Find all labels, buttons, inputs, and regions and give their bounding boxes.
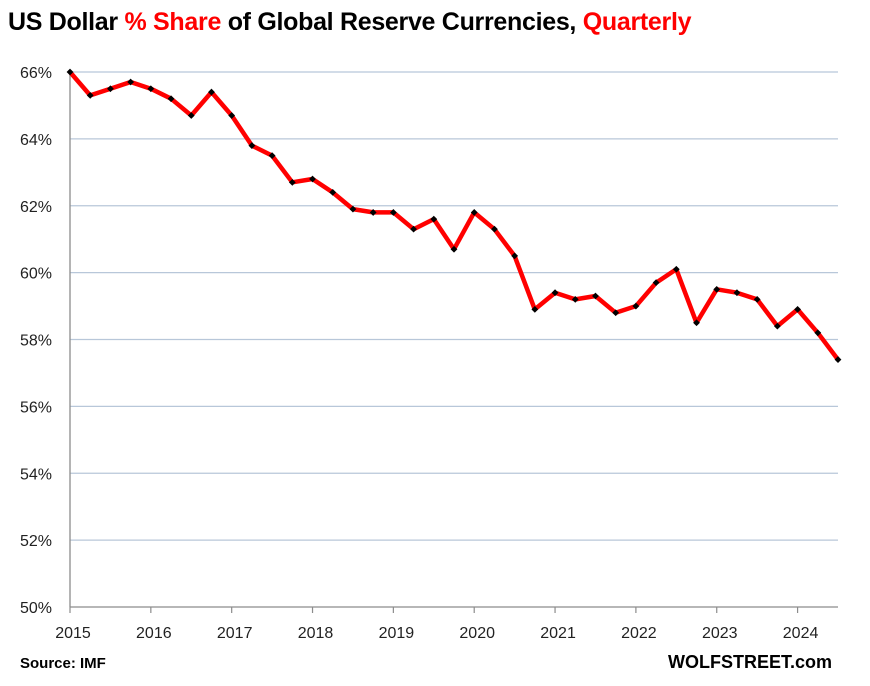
data-point: [187, 112, 195, 119]
data-point: [309, 175, 316, 183]
data-point: [773, 322, 781, 330]
data-point: [107, 85, 114, 93]
data-point: [228, 112, 236, 119]
data-point: [470, 209, 478, 216]
x-tick-label: 2017: [217, 625, 253, 642]
data-point: [632, 302, 640, 310]
y-tick-label: 64%: [20, 132, 52, 149]
data-point: [147, 85, 155, 93]
x-tick-label: 2018: [298, 625, 334, 642]
x-tick-label: 2023: [702, 625, 738, 642]
data-point: [66, 68, 74, 76]
y-tick-label: 52%: [20, 533, 52, 550]
data-point: [430, 215, 438, 223]
y-tick-label: 58%: [20, 333, 52, 350]
data-point: [794, 306, 801, 313]
data-point: [86, 92, 94, 99]
y-tick-label: 50%: [20, 600, 52, 617]
data-point: [369, 209, 377, 216]
y-tick-label: 66%: [20, 65, 52, 82]
x-tick-label: 2024: [783, 625, 819, 642]
data-point: [167, 95, 175, 103]
data-point: [349, 205, 357, 213]
x-tick-label: 2019: [379, 625, 415, 642]
y-tick-label: 56%: [20, 399, 52, 416]
x-tick-label: 2015: [55, 625, 91, 642]
data-point: [450, 245, 458, 253]
title-part: Quarterly: [582, 8, 692, 36]
gridlines: [70, 71, 838, 541]
y-tick-labels: 50% 52% 54% 56% 58% 60% 62% 64% 66%: [20, 65, 52, 617]
title-part: US Dollar: [8, 8, 125, 36]
data-point: [612, 309, 620, 317]
x-tick-label: 2022: [621, 625, 657, 642]
data-point: [551, 289, 559, 297]
series-line: [67, 69, 841, 362]
data-point: [329, 188, 337, 196]
x-tick-label: 2016: [136, 625, 172, 642]
data-point: [410, 225, 417, 233]
data-point: [208, 88, 215, 96]
y-tick-label: 54%: [20, 466, 52, 483]
axes: [69, 70, 838, 613]
brand-label: WOLFSTREET.com: [667, 652, 832, 672]
data-point: [389, 209, 397, 216]
data-point: [288, 178, 296, 186]
source-label: Source: IMF: [20, 655, 106, 672]
data-point: [127, 78, 135, 86]
data-point: [693, 319, 700, 327]
data-point: [713, 285, 721, 293]
series: [66, 68, 842, 363]
x-tick-label: 2020: [459, 625, 495, 642]
chart-title: US Dollar % Share of Global Reserve Curr…: [8, 8, 692, 37]
y-tick-label: 62%: [20, 199, 52, 216]
y-tick-label: 60%: [20, 266, 52, 283]
data-point: [248, 142, 256, 149]
x-tick-label: 2021: [540, 625, 576, 642]
data-point: [268, 152, 276, 159]
data-point: [491, 225, 498, 233]
x-tick-labels: 2015 2016 2017 2018 2019 2020 2021 2022 2023 2024: [55, 625, 818, 642]
title-part: % Share: [124, 8, 222, 36]
title-part: of Global Reserve Currencies,: [221, 8, 583, 36]
